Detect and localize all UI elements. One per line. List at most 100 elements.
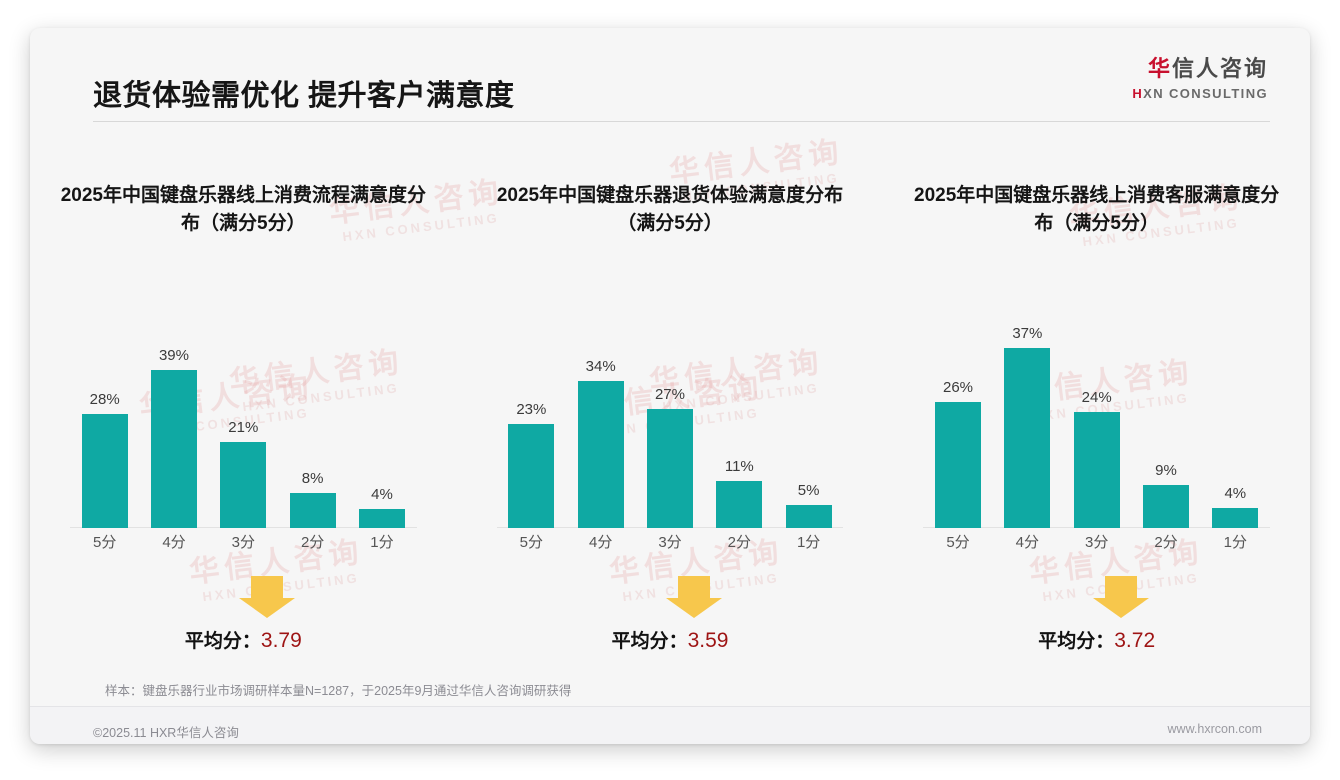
copyright-text: ©2025.11 HXR华信人咨询 [93,726,239,740]
bar-value-label: 4% [371,486,393,503]
bar-value-label: 39% [158,347,189,364]
average-value: 3.59 [687,629,729,652]
average-score: 平均分：3.72 [883,626,1310,653]
bar-value-label: 4% [1224,485,1247,502]
bar-value-label: 9% [1155,462,1177,479]
charts-row: 2025年中国键盘乐器线上消费流程满意度分布（满分5分） 28% 5分 39% … [30,134,1310,674]
slide-footer: ©2025.11 HXR华信人咨询 www.hxrcon.com [30,706,1310,744]
bar-item[interactable]: 24% 3分 [1064,294,1130,551]
bar-item[interactable]: 21% 3分 [210,294,276,551]
bar-value-label: 28% [89,391,120,408]
chart-title: 2025年中国键盘乐器线上消费流程满意度分布（满分5分） [60,185,426,234]
bar-rect[interactable] [358,509,405,528]
bar-item[interactable]: 37% 4分 [994,294,1060,551]
average-label: 平均分： [1038,631,1115,652]
average-value: 3.72 [1114,629,1156,652]
bar-rect[interactable] [646,409,693,528]
bar-item[interactable]: 9% 2分 [1133,294,1199,551]
bar-value-label: 11% [724,458,754,475]
logo-en-rest: XN CONSULTING [1143,86,1268,101]
bar-group: 28% 5分 39% 4分 21% 3分 8% [70,294,417,551]
bar-value-label: 5% [797,482,820,499]
chart-panel-return: 2025年中国键盘乐器退货体验满意度分布（满分5分） 23% 5分 34% 4分 [457,134,884,674]
logo-en-accent: H [1132,86,1144,101]
bar-rect[interactable] [577,381,624,528]
bar-category-label: 3分 [231,534,255,551]
chart-panel-service: 2025年中国键盘乐器线上消费客服满意度分布（满分5分） 26% 5分 37% … [883,134,1310,674]
bar-rect[interactable] [935,402,981,528]
bar-value-label: 26% [942,379,974,396]
website-url: www.hxrcon.com [1167,722,1262,736]
bar-value-label: 8% [301,470,324,487]
slide-header: 退货体验需优化 提升客户满意度 华信人咨询 HXN CONSULTING [30,28,1310,122]
bar-value-label: 23% [516,401,547,418]
logo-cn-rest: 信人咨询 [1171,56,1268,81]
bar-item[interactable]: 39% 4分 [141,294,207,551]
bar-item[interactable]: 11% 2分 [706,294,772,551]
bar-rect[interactable] [785,505,832,528]
bar-category-label: 5分 [519,534,543,551]
bar-group: 26% 5分 37% 4分 24% 3分 9% [923,294,1270,551]
bar-rect[interactable] [1073,412,1120,528]
bar-category-label: 5分 [946,534,970,551]
bar-rect[interactable] [1004,348,1051,528]
average-score: 平均分：3.59 [457,626,884,653]
logo-english-text: HXN CONSULTING [1132,87,1268,100]
bar-category-label: 2分 [300,534,325,551]
page-title: 退货体验需优化 提升客户满意度 [93,80,515,112]
bar-rect[interactable] [289,493,336,528]
bar-category-label: 4分 [162,534,186,551]
bar-chart: 26% 5分 37% 4分 24% 3分 9% [923,294,1271,554]
bar-rect[interactable] [220,442,267,528]
bar-chart: 23% 5分 34% 4分 27% 3分 11 [496,294,844,554]
bar-item[interactable]: 28% 5分 [72,294,138,551]
bar-rect[interactable] [508,424,555,528]
bar-value-label: 27% [654,386,685,403]
bar-item[interactable]: 8% 2分 [280,294,346,551]
company-logo: 华信人咨询 HXN CONSULTING [1132,58,1268,101]
bar-category-label: 2分 [1154,534,1178,551]
bar-item[interactable]: 26% 5分 [925,294,991,551]
bar-category-label: 4分 [1015,534,1039,551]
bar-category-label: 1分 [370,534,394,551]
bar-chart: 28% 5分 39% 4分 21% 3分 8% [70,294,417,554]
bar-rect[interactable] [1212,508,1259,528]
logo-chinese-text: 华信人咨询 [1132,58,1268,80]
average-label: 平均分： [611,631,688,652]
down-arrow-icon [664,574,724,625]
chart-panel-process: 2025年中国键盘乐器线上消费流程满意度分布（满分5分） 28% 5分 39% … [30,134,457,674]
down-arrow-icon [1091,574,1151,625]
bar-rect[interactable] [1142,485,1189,528]
bar-category-label: 4分 [588,534,613,551]
bar-value-label: 21% [228,419,259,436]
chart-title: 2025年中国键盘乐器线上消费客服满意度分布（满分5分） [914,185,1280,234]
bar-value-label: 37% [1012,325,1043,342]
bar-rect[interactable] [81,414,128,528]
average-value: 3.79 [260,629,302,652]
bar-item[interactable]: 5% 1分 [776,294,842,551]
bar-category-label: 1分 [796,534,821,551]
bar-value-label: 24% [1081,389,1112,406]
footer-divider [30,706,1310,707]
bar-value-label: 34% [585,358,616,375]
bar-item[interactable]: 23% 5分 [498,294,564,551]
chart-title: 2025年中国键盘乐器退货体验满意度分布（满分5分） [496,185,844,234]
bar-rect[interactable] [716,481,763,528]
bar-item[interactable]: 34% 4分 [568,294,634,551]
header-divider [93,121,1270,122]
sample-note: 样本：键盘乐器行业市场调研样本量N=1287，于2025年9月通过华信人咨询调研… [105,684,572,698]
bar-category-label: 5分 [92,534,117,551]
bar-rect[interactable] [150,370,197,528]
down-arrow-icon [237,574,297,625]
bar-item[interactable]: 4% 1分 [349,294,415,551]
bar-category-label: 2分 [727,534,751,551]
average-label: 平均分： [184,631,261,652]
logo-cn-accent: 华 [1147,56,1172,81]
bar-group: 23% 5分 34% 4分 27% 3分 11 [497,294,844,551]
slide-card: 退货体验需优化 提升客户满意度 华信人咨询 HXN CONSULTING 华信人… [30,28,1310,744]
bar-category-label: 3分 [658,534,682,551]
bar-category-label: 1分 [1223,534,1247,551]
bar-item[interactable]: 27% 3分 [637,294,703,551]
average-score: 平均分：3.79 [30,626,457,653]
bar-item[interactable]: 4% 1分 [1202,294,1268,551]
